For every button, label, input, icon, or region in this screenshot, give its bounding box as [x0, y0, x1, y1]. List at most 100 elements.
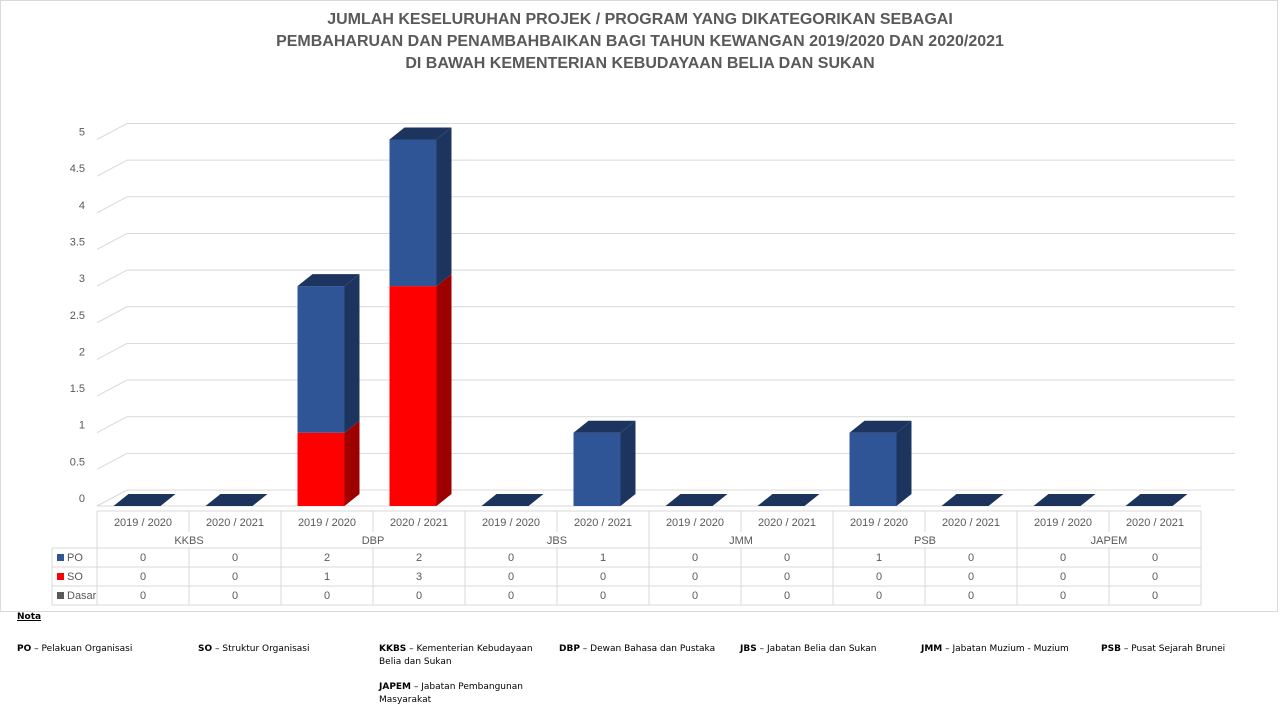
gridline-side	[96, 342, 128, 360]
bar-top	[205, 494, 268, 506]
category-label: 2020 / 2021	[1126, 517, 1184, 529]
table-value: 0	[600, 590, 606, 602]
table-value: 0	[416, 590, 422, 602]
note-kkbs: KKBS – Kementerian Kebudayaan Belia dan …	[379, 644, 533, 667]
bar-top	[1125, 494, 1188, 506]
y-tick-label: 0.5	[70, 456, 85, 468]
table-value: 0	[600, 571, 606, 583]
table-value: 0	[508, 590, 514, 602]
bar-side	[436, 274, 452, 506]
note-abbr: KKBS	[379, 644, 407, 654]
category-label: 2019 / 2020	[298, 517, 356, 529]
y-tick-label: 1	[79, 420, 85, 432]
table-value: 3	[416, 571, 422, 583]
note-so: SO – Struktur Organisasi	[198, 644, 310, 654]
note-text: Dewan Bahasa dan Pustaka	[590, 644, 716, 654]
bar-side	[436, 127, 452, 287]
note-jmm: JMM – Jabatan Muzium - Muzium	[921, 644, 1069, 654]
note-text: Struktur Organisasi	[222, 644, 310, 654]
table-value: 0	[232, 552, 238, 564]
table-value: 0	[968, 552, 974, 564]
bar-top	[297, 274, 360, 287]
chart-frame	[0, 0, 1278, 612]
bar-po	[849, 432, 897, 506]
note-abbr: SO	[198, 644, 213, 654]
category-label: 2019 / 2020	[1034, 517, 1092, 529]
category-label: 2020 / 2021	[942, 517, 1000, 529]
chart-title-line-3: DI BAWAH KEMENTERIAN KEBUDAYAAN BELIA DA…	[405, 55, 875, 72]
note-text: Pelakuan Organisasi	[41, 644, 133, 654]
note-text: Jabatan Muzium - Muzium	[952, 644, 1069, 654]
table-value: 0	[232, 590, 238, 602]
y-tick-label: 1.5	[70, 383, 85, 395]
group-label: JAPEM	[1091, 535, 1128, 547]
gridline-side	[96, 196, 128, 214]
legend-label: SO	[67, 571, 83, 583]
bar-top	[941, 494, 1004, 506]
bar-po	[297, 286, 345, 433]
legend-key-so	[57, 573, 64, 580]
gridline-side	[96, 306, 128, 324]
table-value: 0	[968, 590, 974, 602]
table-value: 0	[1152, 552, 1158, 564]
note-text: Jabatan Pembangunan Masyarakat	[379, 682, 523, 705]
note-abbr: DBP	[559, 644, 580, 654]
bar-top	[757, 494, 820, 506]
bar-side	[344, 274, 360, 433]
bar-po	[573, 432, 621, 506]
bar-side	[620, 420, 636, 506]
chart-title-line-2: PEMBAHARUAN DAN PENAMBAHBAIKAN BAGI TAHU…	[276, 33, 1004, 50]
bar-top	[573, 420, 636, 433]
category-label: 2020 / 2021	[390, 517, 448, 529]
table-value: 0	[692, 590, 698, 602]
gridline-side	[96, 489, 128, 507]
table-value: 0	[508, 552, 514, 564]
table-value: 0	[324, 590, 330, 602]
y-tick-label: 4	[79, 200, 85, 212]
bar-top	[849, 420, 912, 433]
group-label: KKBS	[174, 535, 203, 547]
legend-key-dasar	[57, 592, 64, 599]
table-value: 0	[692, 571, 698, 583]
table-value: 0	[140, 552, 146, 564]
table-value: 0	[1060, 552, 1066, 564]
y-tick-label: 2.5	[70, 310, 85, 322]
notes-section: Nota PO – Pelakuan Organisasi SO – Struk…	[0, 612, 1280, 720]
chart-title-line-1: JUMLAH KESELURUHAN PROJEK / PROGRAM YANG…	[327, 11, 953, 28]
table-value: 0	[140, 590, 146, 602]
group-label: PSB	[914, 535, 936, 547]
group-label: JMM	[729, 535, 753, 547]
notes-heading: Nota	[17, 612, 42, 622]
bar-po	[389, 139, 437, 287]
table-value: 0	[1060, 571, 1066, 583]
table-value: 0	[1060, 590, 1066, 602]
note-abbr: JBS	[740, 644, 757, 654]
gridline-side	[96, 379, 128, 397]
table-value: 0	[968, 571, 974, 583]
gridline-side	[96, 452, 128, 470]
gridline-side	[96, 123, 128, 140]
category-label: 2019 / 2020	[850, 517, 908, 529]
category-label: 2020 / 2021	[206, 517, 264, 529]
bar-side	[896, 420, 912, 506]
gridline-side	[96, 416, 128, 434]
chart-title: JUMLAH KESELURUHAN PROJEK / PROGRAM YANG…	[0, 9, 1280, 75]
table-value: 2	[416, 552, 422, 564]
gridline-side	[96, 233, 128, 250]
table-value: 0	[232, 571, 238, 583]
table-value: 0	[784, 571, 790, 583]
table-value: 0	[876, 590, 882, 602]
table-value: 1	[876, 552, 882, 564]
bar-top	[665, 494, 728, 506]
y-tick-label: 4.5	[70, 163, 85, 175]
note-po: PO – Pelakuan Organisasi	[17, 644, 133, 654]
note-abbr: JMM	[921, 644, 943, 654]
bar-top	[389, 127, 452, 140]
bar-so	[389, 286, 437, 506]
table-value: 1	[600, 552, 606, 564]
group-label: DBP	[362, 535, 385, 547]
legend-label: PO	[67, 552, 83, 564]
y-tick-label: 3.5	[70, 236, 85, 248]
category-label: 2020 / 2021	[574, 517, 632, 529]
gridline-side	[96, 159, 128, 177]
